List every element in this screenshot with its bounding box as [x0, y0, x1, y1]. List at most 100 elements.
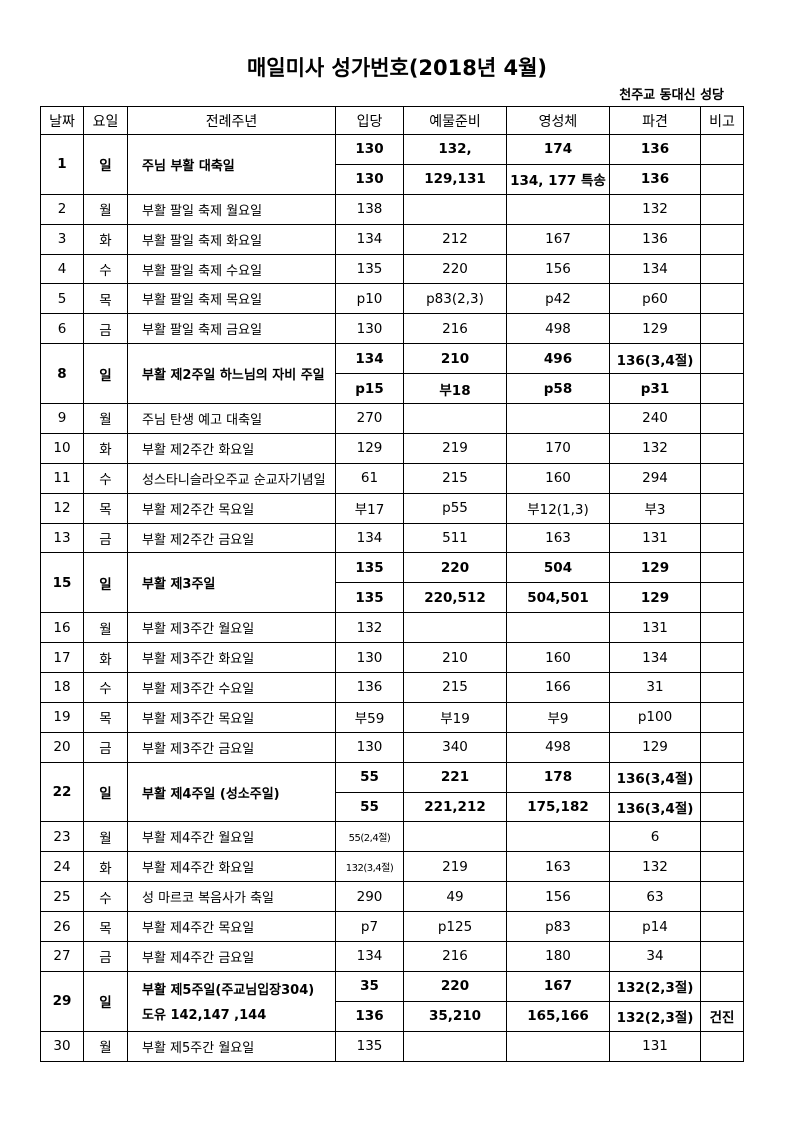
- table-row: 30 월 부활 제5주간 월요일 135 131: [40, 1030, 744, 1062]
- date-cell: 9: [40, 403, 84, 434]
- table-row: 135 220,512 504,501 129: [41, 582, 744, 614]
- value-cell: 221,212: [403, 791, 507, 823]
- value-cell: p7: [335, 911, 404, 943]
- value-cell: 부19: [403, 701, 507, 733]
- value-cell: 130: [335, 731, 404, 763]
- feast-cell: 주님 부활 대축일: [127, 134, 336, 195]
- feast-cell: 부활 제5주일(주교님입장304) 도유 142,147 ,144: [127, 970, 336, 1032]
- value-cell: p60: [609, 283, 701, 315]
- title: 매일미사 성가번호(2018년 4월): [246, 56, 548, 80]
- value-cell: 63: [609, 881, 701, 913]
- feast-cell: 부활 제4주간 목요일: [127, 911, 336, 943]
- value-cell: [506, 821, 610, 853]
- value-cell: 부18: [403, 373, 507, 405]
- value-cell: [700, 492, 744, 524]
- value-cell: 135: [335, 582, 404, 614]
- value-cell: [700, 403, 744, 434]
- value-cell: 61: [335, 462, 404, 494]
- value-cell: 215: [403, 672, 507, 703]
- feast-cell: 부활 제3주간 목요일: [127, 701, 336, 733]
- value-cell: [506, 193, 610, 225]
- value-cell: 136: [335, 672, 404, 703]
- day-cell: 금: [83, 313, 128, 345]
- value-cell: [700, 642, 744, 674]
- day-cell: 수: [83, 672, 128, 703]
- value-cell: 294: [609, 462, 701, 494]
- value-cell: 132: [609, 193, 701, 225]
- value-cell: 138: [335, 193, 404, 225]
- feast-line: 도유 142,147 ,144: [142, 1008, 267, 1024]
- value-cell: 132: [335, 612, 404, 644]
- value-cell: 부17: [335, 492, 404, 524]
- value-cell: 134: [609, 253, 701, 285]
- value-cell: 136(3,4절): [609, 791, 701, 823]
- value-cell: 136(3,4절): [609, 343, 701, 375]
- value-cell: 167: [506, 223, 610, 255]
- value-cell: [700, 163, 744, 195]
- value-cell: 212: [403, 223, 507, 255]
- value-cell: [700, 193, 744, 225]
- value-cell: [700, 283, 744, 315]
- column-header: 전례주년: [127, 106, 336, 135]
- value-cell: [700, 313, 744, 345]
- date-cell: 17: [40, 642, 84, 674]
- date-cell: 22: [40, 761, 84, 823]
- value-cell: 6: [609, 821, 701, 853]
- table-row: 12 목 부활 제2주간 목요일 부17 p55 부12(1,3) 부3: [40, 492, 744, 524]
- day-cell: 일: [83, 343, 128, 405]
- table-row: 9 월 주님 탄생 예고 대축일 270 240: [40, 403, 744, 434]
- day-cell: 월: [83, 1030, 128, 1062]
- day-cell: 목: [83, 283, 128, 315]
- date-cell: 27: [40, 941, 84, 972]
- day-cell: 화: [83, 851, 128, 883]
- day-cell: 금: [83, 941, 128, 972]
- column-header: 요일: [83, 106, 128, 135]
- table-row: 26 목 부활 제4주간 목요일 p7 p125 p83 p14: [40, 911, 744, 943]
- value-cell: 504: [506, 552, 610, 584]
- value-cell: p10: [335, 283, 404, 315]
- value-cell: 130: [335, 163, 404, 195]
- value-cell: 160: [506, 462, 610, 494]
- value-cell: 498: [506, 731, 610, 763]
- value-cell: 136(3,4절): [609, 761, 701, 793]
- value-cell: 55: [335, 761, 404, 793]
- value-cell: 129: [609, 731, 701, 763]
- value-cell: [700, 612, 744, 644]
- value-cell: 129,131: [403, 163, 507, 195]
- value-cell: [700, 432, 744, 464]
- value-cell: 135: [335, 1030, 404, 1062]
- value-cell: 511: [403, 522, 507, 554]
- value-cell: 290: [335, 881, 404, 913]
- value-cell: 31: [609, 672, 701, 703]
- value-cell: 135: [335, 552, 404, 584]
- feast-cell: 부활 팔일 축제 목요일: [127, 283, 336, 315]
- value-cell: [700, 552, 744, 584]
- value-cell: 216: [403, 941, 507, 972]
- value-cell: 129: [609, 552, 701, 584]
- day-cell: 화: [83, 432, 128, 464]
- value-cell: 132(3,4절): [335, 851, 404, 883]
- value-cell: 129: [609, 582, 701, 614]
- day-cell: 일: [83, 970, 128, 1032]
- date-cell: 3: [40, 223, 84, 255]
- date-cell: 2: [40, 193, 84, 225]
- day-cell: 수: [83, 253, 128, 285]
- day-cell: 일: [83, 761, 128, 823]
- feast-cell: 부활 제2주간 금요일: [127, 522, 336, 554]
- value-cell: 160: [506, 642, 610, 674]
- value-cell: 55(2,4절): [335, 821, 404, 853]
- value-cell: [700, 941, 744, 972]
- feast-cell: 부활 제3주간 월요일: [127, 612, 336, 644]
- date-cell: 16: [40, 612, 84, 644]
- feast-cell: 부활 제3주간 화요일: [127, 642, 336, 674]
- value-cell: 134: [609, 642, 701, 674]
- value-cell: [403, 403, 507, 434]
- value-cell: 35,210: [403, 1000, 507, 1032]
- value-cell: 216: [403, 313, 507, 345]
- date-cell: 5: [40, 283, 84, 315]
- table-row: 5 목 부활 팔일 축제 목요일 p10 p83(2,3) p42 p60: [40, 283, 744, 315]
- feast-cell: 부활 제4주간 월요일: [127, 821, 336, 853]
- feast-cell: 부활 제3주간 금요일: [127, 731, 336, 763]
- value-cell: p55: [403, 492, 507, 524]
- value-cell: [700, 134, 744, 165]
